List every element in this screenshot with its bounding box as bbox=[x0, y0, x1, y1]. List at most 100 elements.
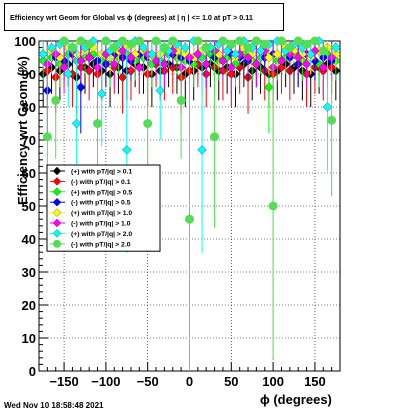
legend-label: (-) with pT/|q| > 1.0 bbox=[71, 221, 131, 228]
data-point bbox=[318, 46, 328, 56]
data-point bbox=[201, 59, 211, 69]
data-point bbox=[59, 62, 69, 73]
data-point bbox=[301, 59, 312, 69]
data-point bbox=[218, 56, 228, 66]
data-point bbox=[109, 59, 119, 69]
series-7 bbox=[38, 36, 341, 253]
legend-label: (-) with pT/|q| > 0.1 bbox=[71, 179, 131, 186]
data-point bbox=[76, 82, 86, 92]
data-point bbox=[185, 214, 194, 224]
x-tick-label: 50 bbox=[224, 374, 238, 389]
legend-marker bbox=[52, 218, 62, 228]
data-point bbox=[155, 85, 165, 96]
data-point bbox=[226, 62, 237, 73]
data-point bbox=[109, 43, 119, 53]
x-tick-label: 150 bbox=[304, 374, 326, 389]
data-point bbox=[260, 39, 270, 49]
y-tick-label: 60 bbox=[22, 166, 36, 181]
x-tick-label: 0 bbox=[186, 374, 193, 389]
y-tick-label: 30 bbox=[22, 265, 36, 280]
data-point bbox=[243, 43, 253, 53]
data-point bbox=[151, 36, 161, 46]
data-point bbox=[302, 39, 312, 49]
data-point bbox=[222, 46, 232, 56]
data-point bbox=[293, 52, 303, 63]
data-point bbox=[84, 52, 94, 63]
data-point bbox=[293, 36, 303, 46]
data-point bbox=[276, 36, 286, 46]
data-point bbox=[76, 36, 86, 46]
data-point bbox=[51, 95, 61, 105]
data-point bbox=[201, 43, 211, 53]
data-point bbox=[117, 72, 128, 83]
legend-entry: (-) with pT/|q| > 1.0 bbox=[50, 218, 131, 228]
data-point bbox=[180, 42, 191, 53]
legend-entry: (-) with pT/|q| > 2.0 bbox=[50, 239, 131, 248]
legend-label: (+) with pT/|q| > 1.0 bbox=[71, 210, 132, 217]
data-point bbox=[285, 43, 295, 53]
data-point bbox=[126, 52, 136, 63]
y-axis-label: Efficiency wrt Geom (%) bbox=[15, 56, 30, 205]
data-point bbox=[134, 36, 144, 46]
data-point bbox=[59, 36, 69, 46]
legend-label: (+) with pT/|q| > 0.5 bbox=[71, 189, 132, 196]
legend-label: (+) with pT/|q| > 0.1 bbox=[71, 169, 132, 176]
data-point bbox=[193, 36, 203, 46]
data-point bbox=[168, 36, 178, 46]
data-point bbox=[226, 39, 236, 49]
data-point bbox=[122, 145, 132, 155]
y-tick-label: 100 bbox=[14, 34, 36, 49]
y-axis-ticks: 0 10 20 30 40 50 60 70 80 90 100 bbox=[14, 34, 48, 379]
data-point bbox=[251, 36, 261, 46]
y-tick-label: 90 bbox=[22, 67, 36, 82]
y-tick-label: 70 bbox=[22, 133, 36, 148]
legend-entry: (+) with pT/|q| > 2.0 bbox=[50, 229, 132, 238]
y-tick-label: 0 bbox=[29, 364, 36, 379]
data-point bbox=[264, 82, 274, 92]
legend-label: (+) with pT/|q| > 2.0 bbox=[71, 231, 132, 238]
data-point bbox=[159, 43, 169, 53]
legend-entry: (+) with pT/|q| > 0.5 bbox=[50, 187, 132, 197]
legend-marker bbox=[52, 166, 62, 176]
data-point bbox=[322, 102, 333, 112]
legend-entry: (-) with pT/|q| > 0.1 bbox=[50, 177, 131, 186]
data-point bbox=[310, 36, 320, 46]
data-point bbox=[235, 36, 245, 46]
data-point bbox=[193, 49, 203, 59]
legend-entry: (+) with pT/|q| > 1.0 bbox=[50, 208, 132, 217]
y-tick-label: 40 bbox=[22, 232, 36, 247]
legend-marker bbox=[52, 197, 62, 207]
x-axis-label: ϕ (degrees) bbox=[260, 392, 332, 407]
data-point bbox=[126, 39, 136, 49]
legend-marker bbox=[52, 208, 62, 217]
footer-timestamp: Wed Nov 10 18:58:48 2021 bbox=[4, 401, 104, 410]
data-point bbox=[143, 119, 153, 128]
legend-marker bbox=[52, 187, 62, 197]
legend-marker bbox=[52, 229, 62, 238]
legend-label: (-) with pT/|q| > 2.0 bbox=[71, 241, 131, 248]
legend-marker bbox=[52, 177, 62, 186]
data-point bbox=[71, 118, 82, 129]
data-point bbox=[93, 119, 103, 128]
data-point bbox=[230, 49, 241, 59]
data-point bbox=[159, 59, 170, 69]
legend-box bbox=[46, 164, 161, 252]
x-tick-label: −150 bbox=[49, 374, 78, 389]
data-point bbox=[276, 56, 287, 66]
data-point bbox=[197, 145, 207, 155]
data-point bbox=[134, 62, 145, 73]
x-axis-ticks: −150 −100 −50 0 50 100 150 bbox=[46, 362, 341, 389]
data-point bbox=[218, 36, 228, 46]
legend: (+) with pT/|q| > 0.1 (-) with pT/|q| > 0… bbox=[46, 164, 161, 252]
data-point bbox=[67, 43, 77, 53]
data-point bbox=[84, 39, 94, 49]
data-point bbox=[210, 132, 220, 142]
data-point bbox=[264, 52, 274, 63]
y-tick-label: 10 bbox=[22, 331, 36, 346]
x-tick-label: −50 bbox=[137, 374, 159, 389]
y-tick-label: 20 bbox=[22, 298, 36, 313]
data-point bbox=[138, 42, 149, 53]
x-tick-label: 100 bbox=[262, 374, 284, 389]
legend-entry: (-) with pT/|q| > 0.5 bbox=[50, 197, 131, 207]
